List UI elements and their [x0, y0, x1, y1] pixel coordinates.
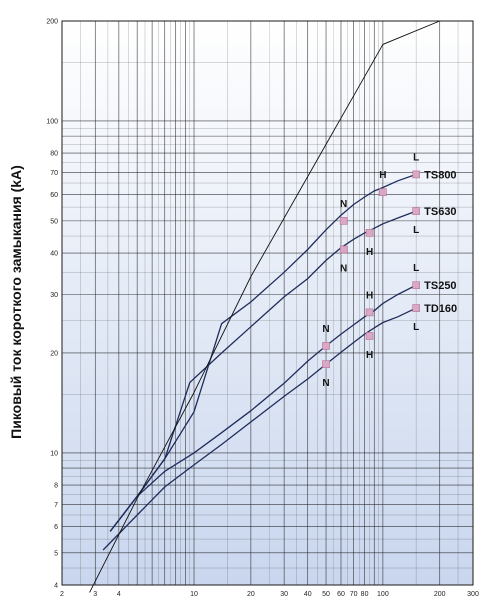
y-tick-label: 6 [54, 524, 58, 531]
x-tick-label: 2 [60, 591, 64, 598]
plot-frame [61, 20, 474, 586]
series-labels: TS800 TS630 TS250 TD160 [424, 169, 457, 315]
marker-label-td160-n: N [322, 378, 329, 389]
x-tick-label: 10 [190, 591, 198, 598]
marker-label-td160-l: L [413, 322, 419, 333]
limit-line [89, 20, 440, 593]
marker-label-ts630-n: N [340, 263, 347, 274]
y-tick-label: 200 [46, 19, 58, 26]
x-tick-label: 4 [117, 591, 121, 598]
y-tick-label: 70 [50, 170, 58, 177]
y-tick-label: 50 [50, 218, 58, 225]
plot-background [62, 21, 473, 585]
marker-ts630-n [339, 245, 348, 254]
marker-ts800-l [412, 170, 420, 179]
y-tick-label: 5 [54, 550, 58, 557]
y-axis-label: Пиковый ток короткого замыкания (kA) [8, 165, 24, 439]
grid [61, 20, 474, 586]
marker-label-ts630-l: L [413, 225, 419, 236]
y-tick-label: 60 [50, 192, 58, 199]
y-tick-label: 80 [50, 151, 58, 158]
x-tick-label: 20 [247, 591, 255, 598]
y-tick-label: 7 [54, 502, 58, 509]
marker-label-td160-h: H [366, 350, 373, 361]
marker-label-ts250-l: L [413, 263, 419, 274]
x-axis-ticks: 2 3 4 10 20 30 40 50 60 70 80 100 200 300 [60, 591, 479, 598]
marker-ts800-n [339, 217, 348, 225]
marker-ts630-l [412, 207, 420, 215]
marker-label-ts630-h: H [366, 247, 373, 258]
y-tick-label: 100 [46, 118, 58, 125]
x-tick-label: 300 [467, 591, 479, 598]
series-line-td160 [102, 307, 417, 551]
series-line-ts800 [109, 173, 417, 532]
y-tick-label: 8 [54, 483, 58, 490]
y-axis-ticks: 4 5 6 7 8 10 20 30 40 50 60 70 80 100 200 [46, 19, 58, 590]
x-tick-label: 100 [377, 591, 389, 598]
x-tick-label: 3 [93, 591, 97, 598]
series-label-td160: TD160 [424, 303, 457, 315]
x-tick-label: 40 [304, 591, 312, 598]
x-tick-label: 80 [361, 591, 369, 598]
x-tick-label: 60 [337, 591, 345, 598]
marker-td160-h [365, 332, 374, 340]
marker-label-ts800-n: N [340, 199, 347, 210]
series-line-ts250 [109, 284, 417, 532]
marker-ts250-h [365, 308, 374, 317]
y-tick-label: 4 [54, 583, 58, 590]
series-curves [89, 20, 440, 593]
y-tick-label: 10 [50, 450, 58, 457]
x-tick-label: 30 [280, 591, 288, 598]
marker-label-ts250-n: N [322, 324, 329, 335]
series-line-ts630 [109, 210, 417, 532]
series-label-ts800: TS800 [424, 169, 456, 181]
y-tick-label: 20 [50, 350, 58, 357]
series-label-ts630: TS630 [424, 206, 456, 218]
x-tick-label: 200 [434, 591, 446, 598]
series-label-ts250: TS250 [424, 280, 456, 292]
marker-ts800-h [379, 188, 387, 196]
marker-td160-l [412, 304, 420, 312]
marker-label-ts250-h: H [366, 290, 373, 301]
x-tick-label: 70 [350, 591, 358, 598]
marker-label-ts800-h: H [379, 170, 386, 181]
marker-ts250-l [412, 281, 420, 290]
y-tick-label: 40 [50, 251, 58, 258]
marker-label-ts800-l: L [413, 152, 419, 163]
y-tick-label: 30 [50, 292, 58, 299]
marker-ts250-n [322, 342, 330, 350]
x-tick-label: 50 [322, 591, 330, 598]
marker-td160-n [322, 360, 330, 369]
series-markers: N H L N H L N H L N H L [322, 152, 420, 389]
marker-ts630-h [365, 229, 374, 237]
